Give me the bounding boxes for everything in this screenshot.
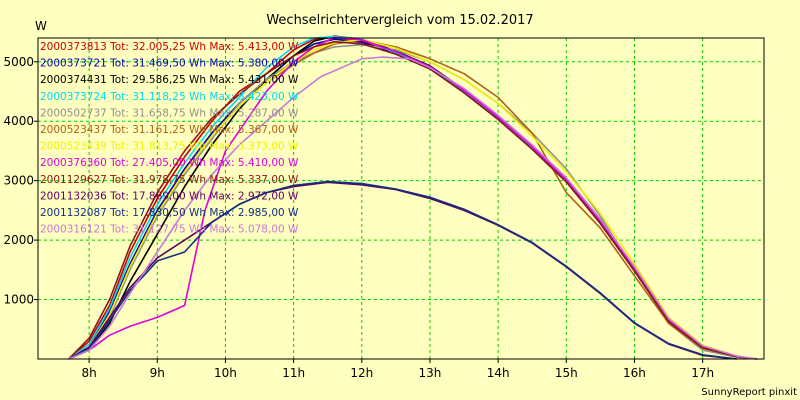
x-tick-label: 14h [487,366,510,380]
legend-entry-10: 2001132036 Tot: 17.869,00 Wh Max: 2.972,… [40,190,299,202]
axes: 8h 9h 10h 11h 12h 13h 14h 15h 16h 17h 1000 2000 3000… [3,37,765,380]
legend-entry-1: 2000373813 Tot: 32.005,25 Wh Max: 5.413,… [40,41,299,53]
legend-entry-7: 2000523439 Tot: 31.813,75 Wh Max: 5.373,… [40,141,299,153]
series-line-11 [68,180,737,360]
legend-entry-11: 2001132087 Tot: 17.830,50 Wh Max: 2.985,… [40,207,299,219]
x-tick-label: 8h [82,366,97,380]
legend: 2000373813 Tot: 32.005,25 Wh Max: 5.413,… [40,41,299,236]
series-line-8 [68,36,758,360]
series-line-12 [68,56,758,360]
legend-entry-3: 2000374431 Tot: 29.586,25 Wh Max: 5.431,… [40,74,299,86]
legend-entry-9: 2001129627 Tot: 31.978,75 Wh Max: 5.337,… [40,174,299,186]
legend-entry-12: 2000316121 Tot: 31.127,75 Wh Max: 5.078,… [40,224,299,236]
x-tick-label: 17h [691,366,714,380]
credit-text: SunnyReport pinxit [701,387,797,398]
x-tick-label: 12h [350,366,373,380]
x-tick-label: 11h [282,366,305,380]
y-tick-label: 1000 [3,293,34,307]
x-tick-label: 13h [419,366,442,380]
plot-frame [37,37,765,360]
chart-title: Wechselrichtervergleich vom 15.02.2017 [266,13,533,28]
y-tick-label: 5000 [3,55,34,69]
legend-entry-5: 2000502737 Tot: 31.658,75 Wh Max: 5.287,… [40,107,299,119]
legend-entry-8: 2000376360 Tot: 27.405,00 Wh Max: 5.410,… [40,157,299,169]
x-tick-label: 16h [623,366,646,380]
y-axis-label: W [35,19,47,33]
legend-entry-4: 2000373724 Tot: 31.118,25 Wh Max: 5.423,… [40,91,299,103]
y-tick-label: 4000 [3,114,34,128]
y-tick-label: 2000 [3,233,34,247]
series-lines [68,35,758,360]
legend-entry-2: 2000373721 Tot: 31.469,50 Wh Max: 5.380,… [40,58,299,70]
x-tick-label: 10h [214,366,237,380]
legend-entry-6: 2000523437 Tot: 31.161,25 Wh Max: 5.367,… [40,124,299,136]
grid [38,38,764,359]
x-tick-label: 9h [150,366,165,380]
x-tick-label: 15h [555,366,578,380]
y-tick-label: 3000 [3,174,34,188]
series-line-9 [68,40,758,360]
